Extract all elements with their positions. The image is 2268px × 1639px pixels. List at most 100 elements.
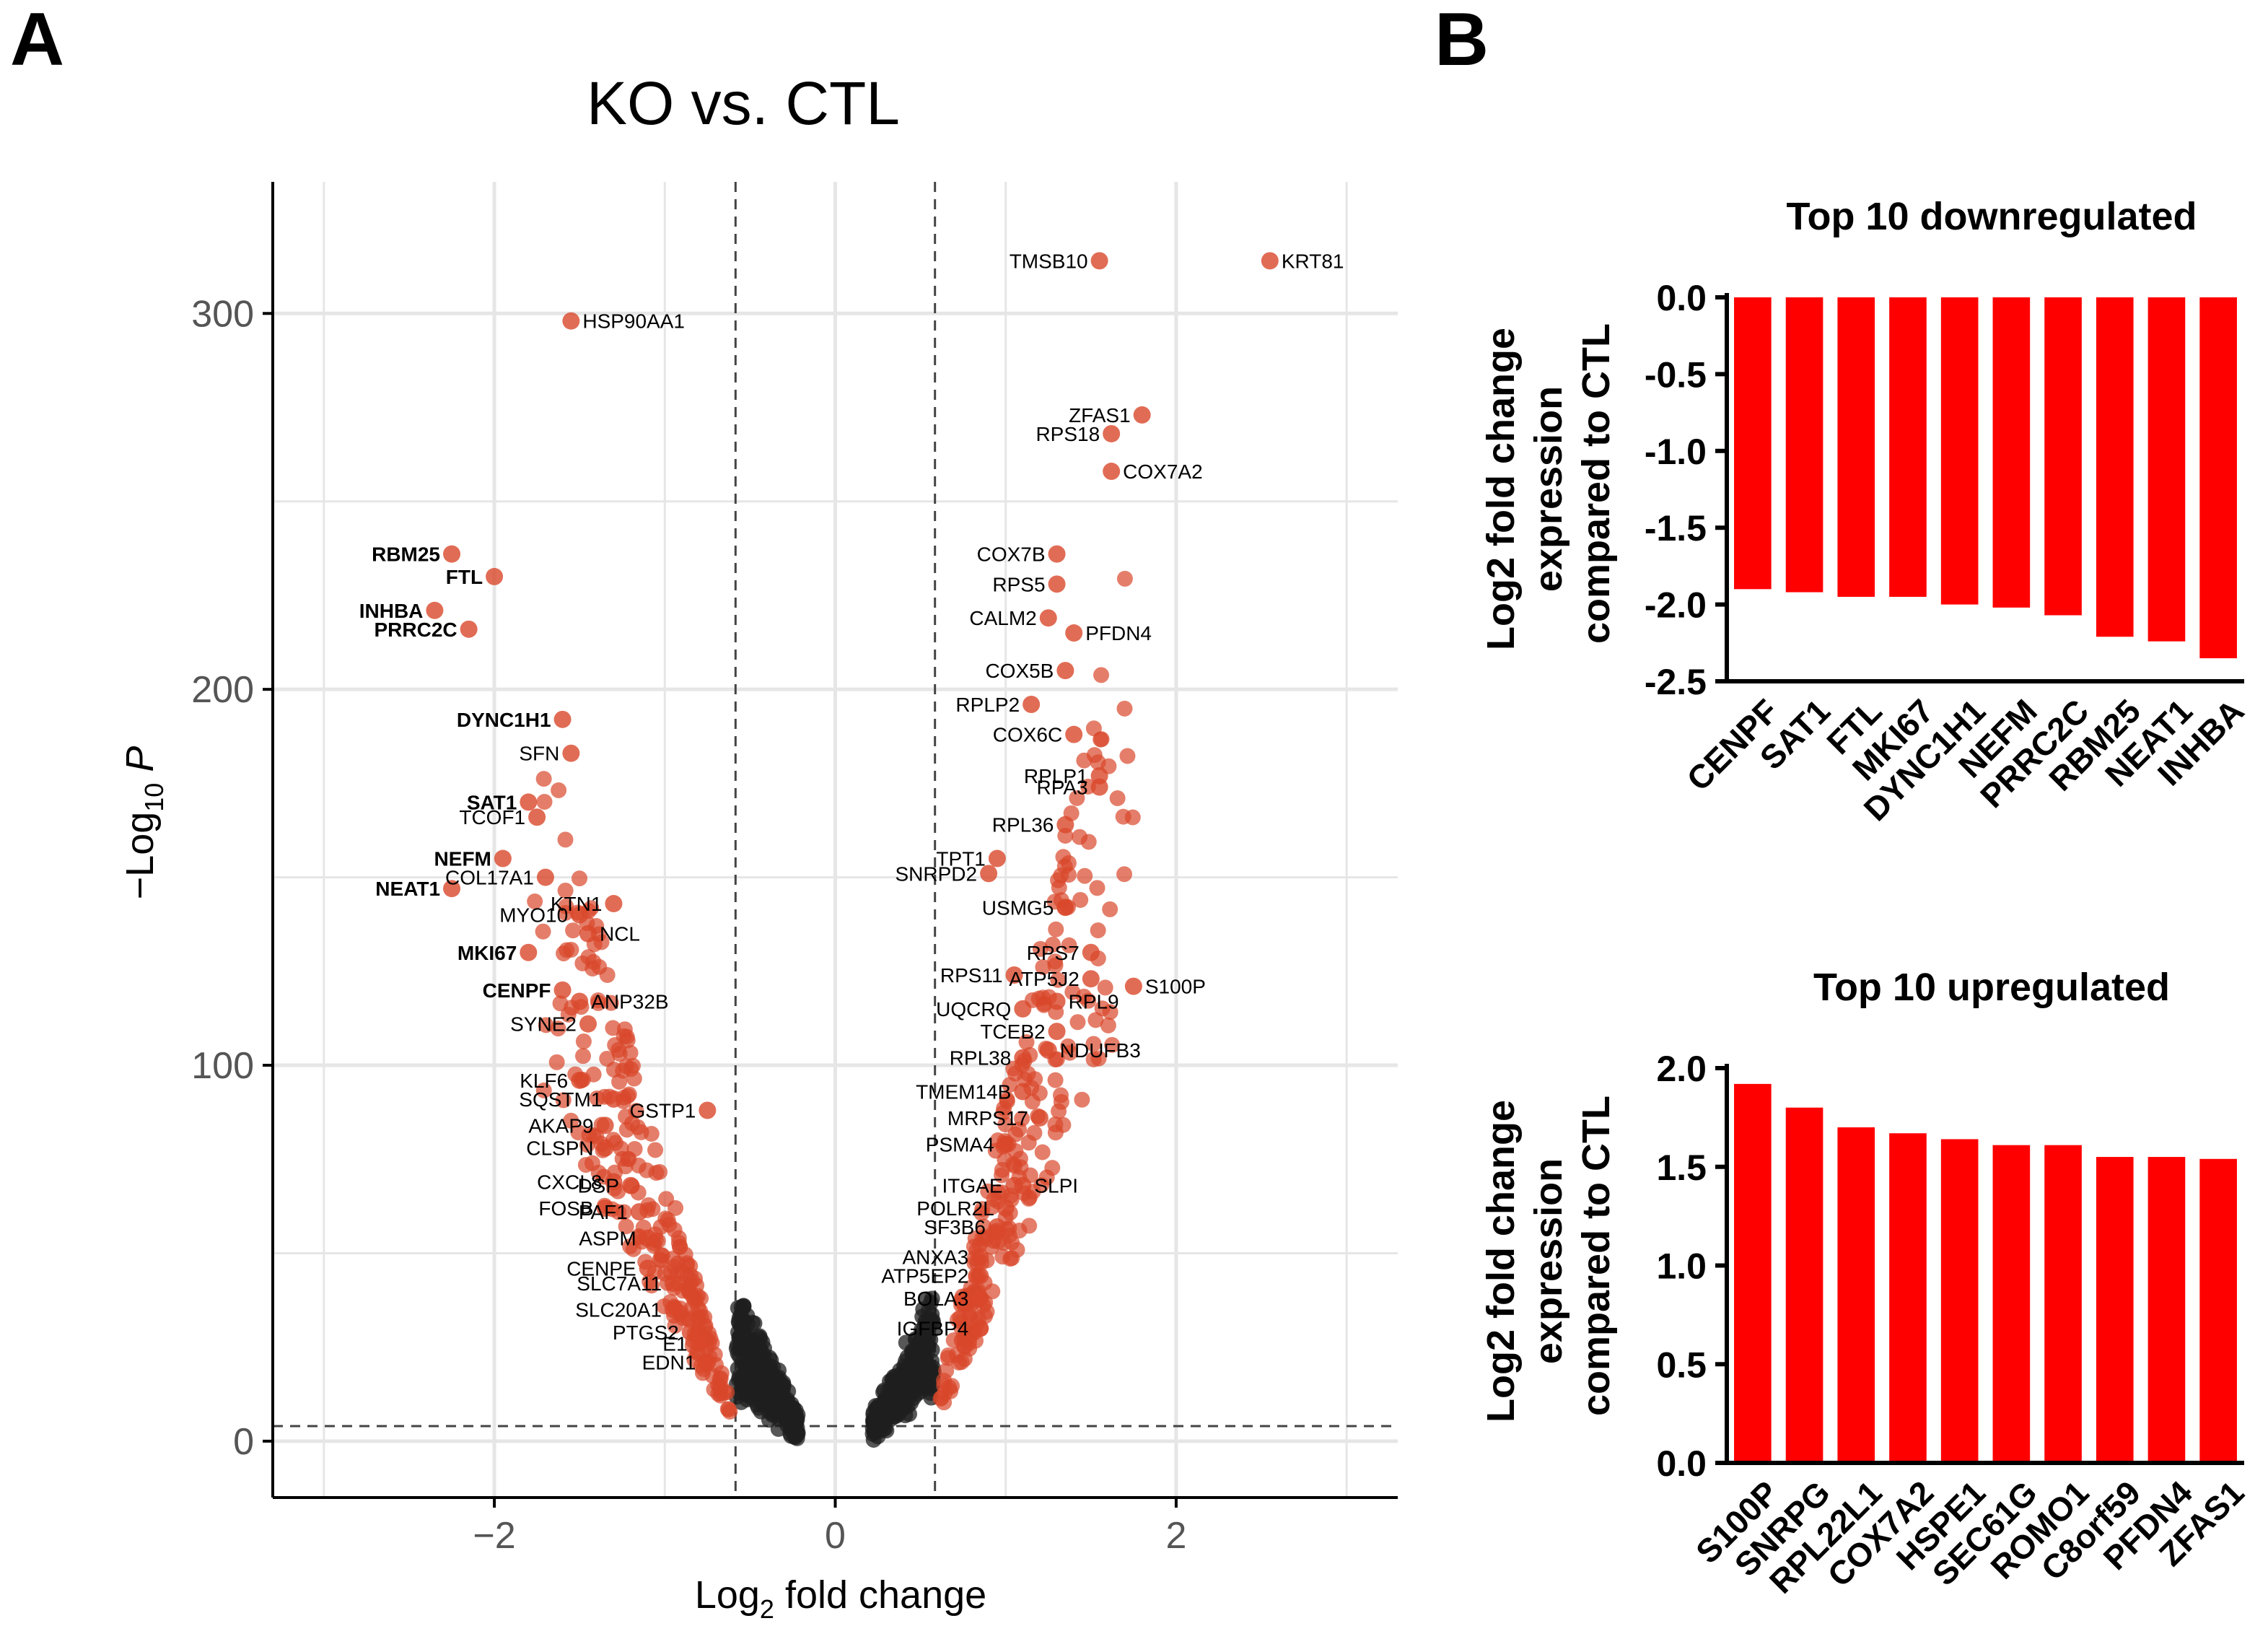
sig-point bbox=[1085, 1051, 1102, 1067]
gene-label: PRRC2C bbox=[375, 619, 457, 641]
sig-point bbox=[1047, 957, 1064, 974]
volcano-grid bbox=[273, 182, 1398, 1498]
sig-point bbox=[570, 1124, 587, 1141]
sig-point bbox=[1021, 1218, 1038, 1234]
sig-point bbox=[1052, 1087, 1069, 1103]
sig-point bbox=[997, 1116, 1014, 1132]
gene-label: RPS5 bbox=[992, 573, 1045, 595]
ns-point bbox=[733, 1371, 750, 1387]
sig-point bbox=[1034, 1144, 1051, 1161]
sig-point bbox=[682, 1258, 699, 1275]
labeled-point bbox=[596, 1116, 614, 1135]
down-y-label: Log2 fold change expression compared to … bbox=[1479, 317, 1618, 650]
gene-label: SQSTM1 bbox=[519, 1088, 602, 1111]
labeled-point bbox=[988, 849, 1006, 867]
gene-label: RBM25 bbox=[372, 543, 440, 566]
sig-point bbox=[1104, 1036, 1121, 1053]
labeled-point bbox=[1090, 778, 1108, 796]
labeled-point bbox=[971, 1248, 989, 1266]
labeled-point bbox=[486, 567, 504, 585]
bar-y-tick-label: -1.0 bbox=[1645, 432, 1707, 472]
bar bbox=[2044, 1145, 2082, 1463]
sig-point bbox=[590, 992, 606, 1009]
bar bbox=[1837, 1127, 1875, 1463]
gene-label: MKI67 bbox=[457, 942, 517, 964]
ns-point bbox=[728, 1340, 745, 1357]
sig-point bbox=[1050, 971, 1067, 988]
sig-point bbox=[1005, 1156, 1022, 1173]
up-y-label-line2: expression bbox=[1527, 1158, 1570, 1364]
labeled-point bbox=[553, 710, 572, 728]
labeled-point bbox=[665, 1301, 683, 1319]
bar-chart-up: Top 10 upregulated Log2 fold change expr… bbox=[1479, 966, 2251, 1601]
sig-point bbox=[948, 1347, 965, 1363]
sig-point bbox=[1048, 921, 1064, 937]
gene-label: RPLP2 bbox=[955, 694, 1020, 716]
bar-y-tick-label: -2.0 bbox=[1645, 585, 1707, 626]
down-chart-title: Top 10 downregulated bbox=[1786, 195, 2197, 238]
gene-label: ANXA3 bbox=[902, 1246, 968, 1269]
labeled-point bbox=[1056, 899, 1074, 917]
gene-label: ANP32B bbox=[591, 990, 668, 1013]
down-y-label-line2: expression bbox=[1527, 386, 1570, 592]
sig-point bbox=[994, 1167, 1010, 1184]
labeled-point bbox=[1103, 424, 1121, 442]
sig-point bbox=[1032, 940, 1048, 957]
ylabel-sub: 10 bbox=[139, 783, 169, 812]
gene-label: MRPS17 bbox=[947, 1107, 1028, 1129]
x-tick-label: 0 bbox=[825, 1515, 846, 1557]
gene-label: RPS11 bbox=[940, 964, 1003, 987]
sig-point bbox=[1004, 1250, 1020, 1267]
gene-label: USMG5 bbox=[982, 896, 1054, 919]
bar bbox=[2147, 1157, 2186, 1463]
labeled-point bbox=[571, 906, 589, 924]
ns-point bbox=[864, 1425, 881, 1442]
sig-point bbox=[626, 1140, 643, 1157]
bar bbox=[1785, 297, 1823, 593]
labeled-point bbox=[579, 925, 597, 943]
gene-label: CENPF bbox=[483, 979, 551, 1002]
sig-point bbox=[1056, 858, 1073, 875]
sig-point bbox=[527, 893, 543, 909]
sig-point bbox=[1047, 1072, 1064, 1088]
gene-label: CLSPN bbox=[526, 1137, 593, 1160]
labeled-point bbox=[1039, 1041, 1057, 1059]
sig-point bbox=[556, 945, 572, 962]
gene-label: FOSB bbox=[538, 1197, 593, 1220]
gene-label: GSTP1 bbox=[630, 1100, 696, 1122]
labeled-point bbox=[1090, 252, 1108, 270]
sig-point bbox=[952, 1309, 968, 1326]
gene-label: KRT81 bbox=[1282, 250, 1344, 272]
sig-point bbox=[1007, 1065, 1023, 1082]
sig-point bbox=[585, 1127, 602, 1143]
gene-label: SLC7A11 bbox=[577, 1272, 662, 1295]
labeled-point bbox=[1056, 662, 1074, 680]
labeled-point bbox=[980, 865, 998, 883]
sig-point bbox=[1093, 731, 1110, 748]
gene-label: UQCRQ bbox=[936, 998, 1011, 1020]
bar-y-tick-label: -2.5 bbox=[1645, 662, 1707, 702]
labeled-point bbox=[997, 1135, 1015, 1153]
sig-point bbox=[577, 1157, 594, 1173]
sig-point bbox=[643, 1126, 660, 1142]
sig-point bbox=[1100, 1017, 1116, 1033]
labeled-point bbox=[460, 620, 478, 638]
sig-point bbox=[1077, 867, 1093, 884]
gene-label: RPL9 bbox=[1069, 990, 1119, 1013]
labeled-point bbox=[605, 1090, 623, 1108]
up-bars-area: S100PSNRPGRPL22L1COX7A2HSPE1SEC61GROMO1C… bbox=[1656, 1049, 2251, 1601]
sig-point bbox=[1119, 748, 1136, 764]
labeled-point bbox=[1023, 695, 1041, 713]
labeled-point bbox=[1014, 1176, 1032, 1194]
labeled-point bbox=[528, 808, 546, 826]
labeled-point bbox=[971, 1319, 989, 1337]
bar-y-tick-label: 0.0 bbox=[1656, 278, 1707, 318]
sig-point bbox=[622, 1044, 639, 1061]
labeled-point bbox=[571, 1071, 589, 1089]
gene-label: PAF1 bbox=[579, 1201, 628, 1223]
labeled-point bbox=[988, 1218, 1006, 1236]
bar-y-tick-label: 0.0 bbox=[1656, 1443, 1707, 1484]
gene-label: ASPM bbox=[579, 1228, 636, 1250]
up-chart-title: Top 10 upregulated bbox=[1813, 966, 2170, 1009]
gene-label: COX6C bbox=[993, 724, 1062, 746]
